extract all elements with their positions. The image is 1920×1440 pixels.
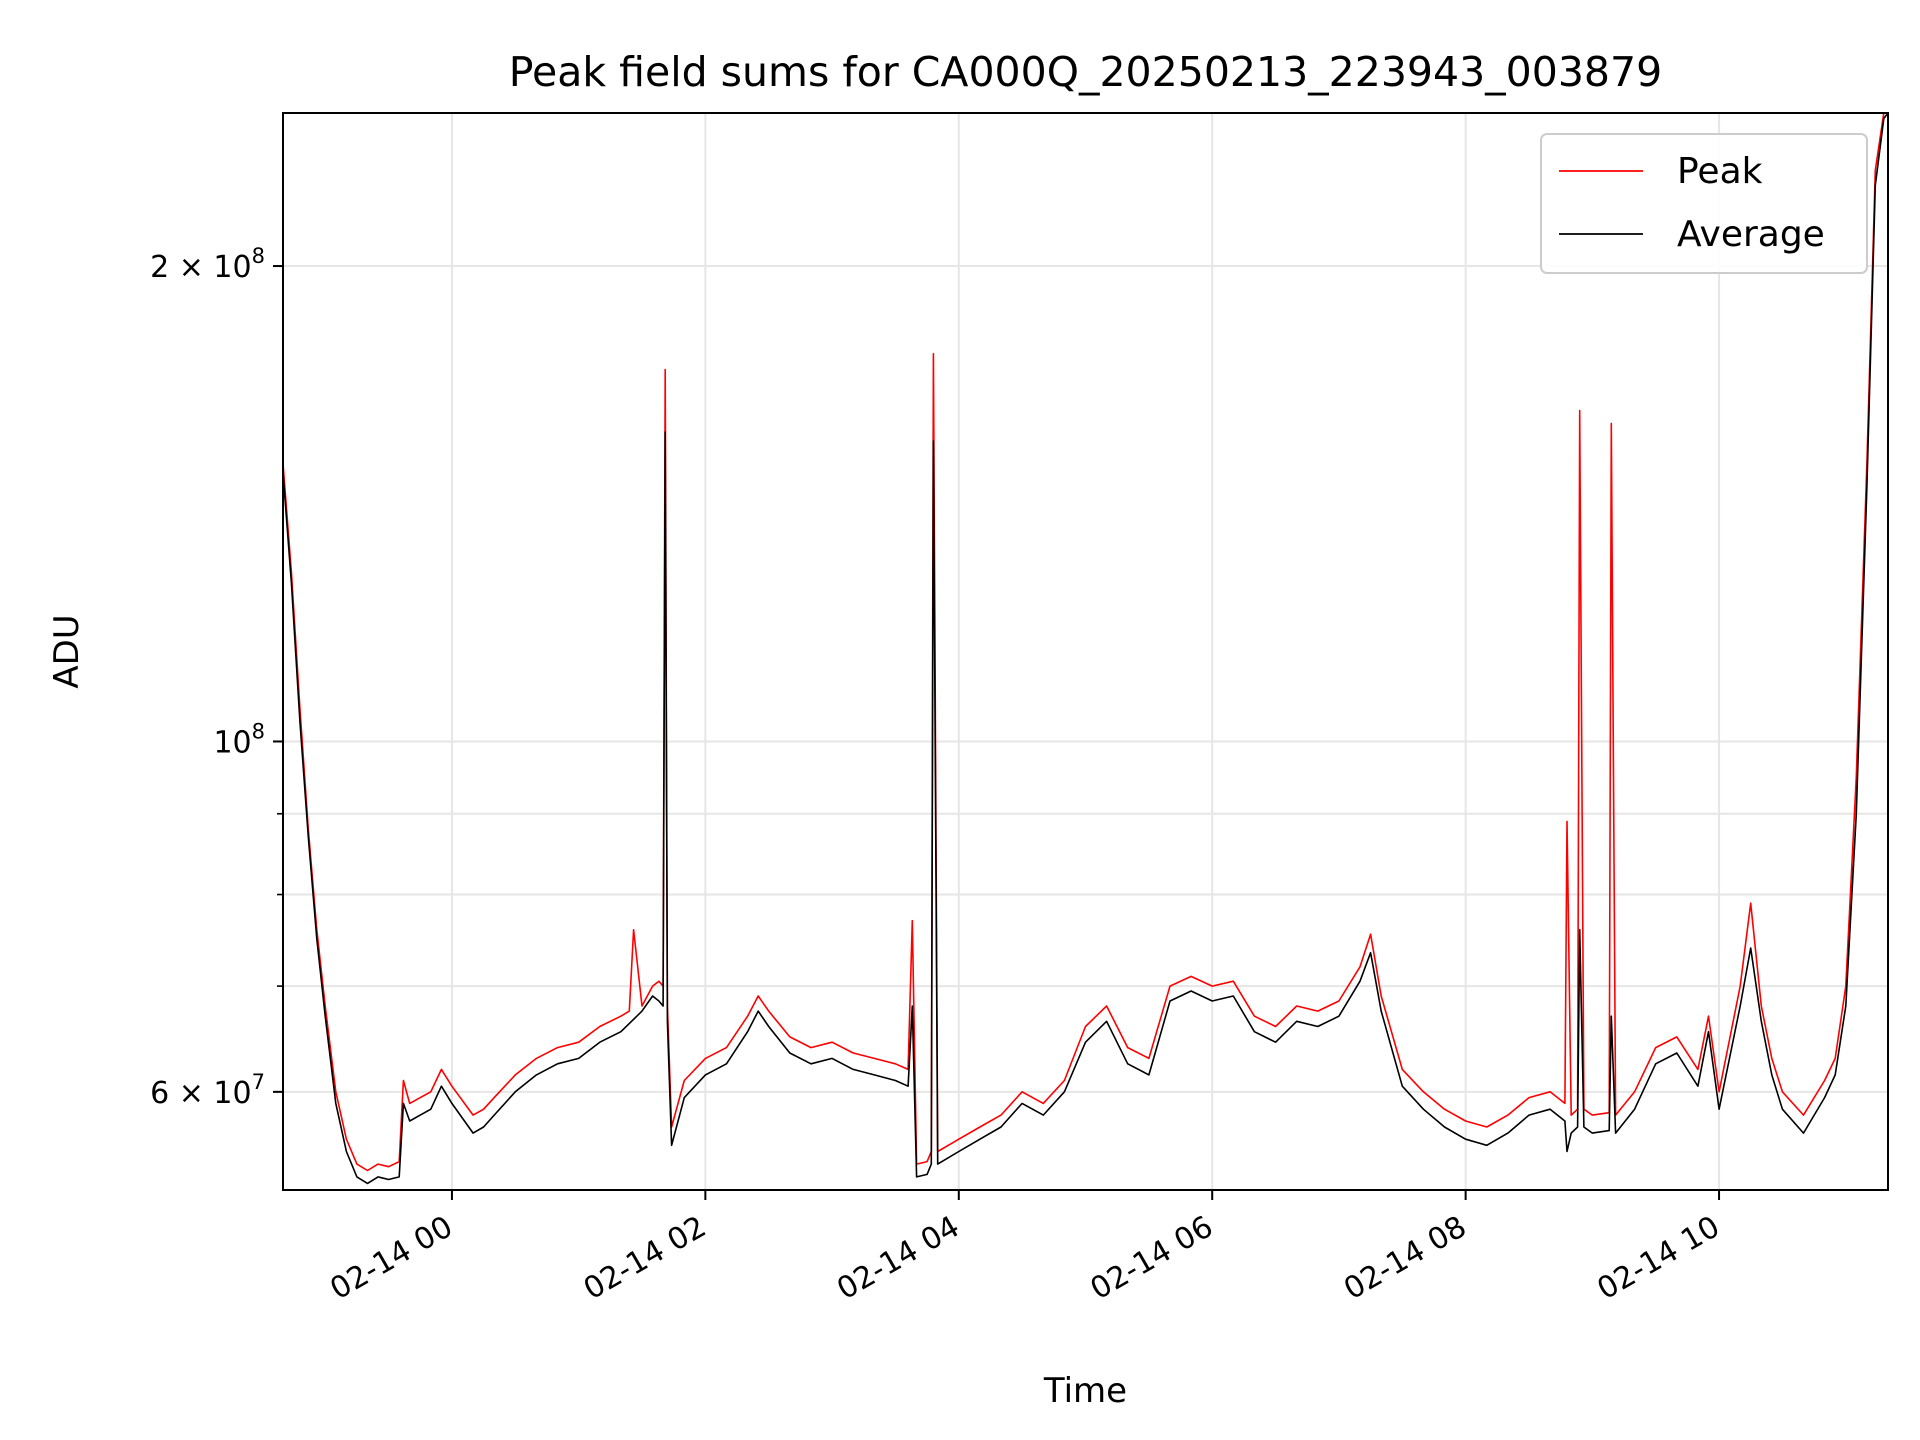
legend-label-average: Average xyxy=(1677,214,1825,255)
x-axis-title: Time xyxy=(1043,1371,1127,1411)
legend-label-peak: Peak xyxy=(1677,151,1763,192)
chart-title: Peak field sums for CA000Q_20250213_2239… xyxy=(509,48,1662,96)
y-tick-label: 108 xyxy=(213,719,265,760)
legend: Peak Average xyxy=(1540,133,1868,274)
y-tick-label: 6 × 107 xyxy=(150,1070,265,1111)
y-axis-title: ADU xyxy=(47,614,87,688)
series-line-peak xyxy=(283,113,1885,1172)
grid xyxy=(283,113,1888,1190)
plot-frame xyxy=(282,112,1889,1191)
legend-box xyxy=(1540,133,1868,274)
series-layer xyxy=(283,113,1888,1185)
series-line-average xyxy=(283,113,1888,1185)
y-tick-label: 2 × 108 xyxy=(150,244,265,285)
